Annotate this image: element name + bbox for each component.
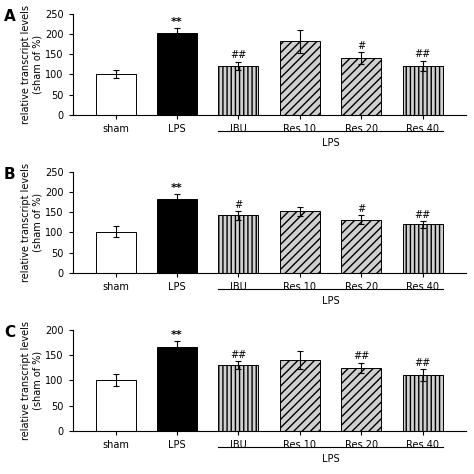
Bar	[341, 58, 381, 115]
Text: LPS: LPS	[322, 454, 339, 464]
Bar	[96, 380, 136, 431]
Y-axis label: relative transcript levels
(sham of %): relative transcript levels (sham of %)	[20, 163, 42, 282]
Bar	[219, 216, 258, 273]
Text: #: #	[357, 41, 365, 51]
Text: ##: ##	[415, 358, 431, 368]
Bar	[219, 65, 258, 115]
Y-axis label: relative transcript levels
(sham of %): relative transcript levels (sham of %)	[21, 321, 42, 440]
Bar	[341, 368, 381, 431]
Text: C: C	[4, 325, 15, 340]
Text: **: **	[171, 330, 183, 340]
Bar	[403, 375, 443, 431]
Text: LPS: LPS	[322, 138, 339, 148]
Text: **: **	[171, 183, 183, 193]
Bar	[403, 66, 443, 115]
Bar	[157, 33, 197, 115]
Text: ##: ##	[230, 350, 246, 360]
Bar	[280, 360, 320, 431]
Bar	[219, 365, 258, 431]
Bar	[341, 219, 381, 273]
Bar	[157, 347, 197, 431]
Text: ##: ##	[415, 49, 431, 59]
Text: #: #	[357, 204, 365, 214]
Text: **: **	[171, 17, 183, 27]
Text: ##: ##	[353, 351, 369, 361]
Bar	[403, 224, 443, 273]
Bar	[96, 232, 136, 273]
Bar	[280, 41, 320, 115]
Text: LPS: LPS	[322, 296, 339, 306]
Bar	[280, 211, 320, 273]
Bar	[157, 199, 197, 273]
Text: B: B	[4, 167, 16, 182]
Y-axis label: relative transcript levels
(sham of %): relative transcript levels (sham of %)	[20, 5, 42, 124]
Text: ##: ##	[415, 210, 431, 220]
Text: #: #	[234, 200, 243, 210]
Bar	[96, 73, 136, 115]
Text: ##: ##	[230, 50, 246, 60]
Text: A: A	[4, 9, 16, 24]
